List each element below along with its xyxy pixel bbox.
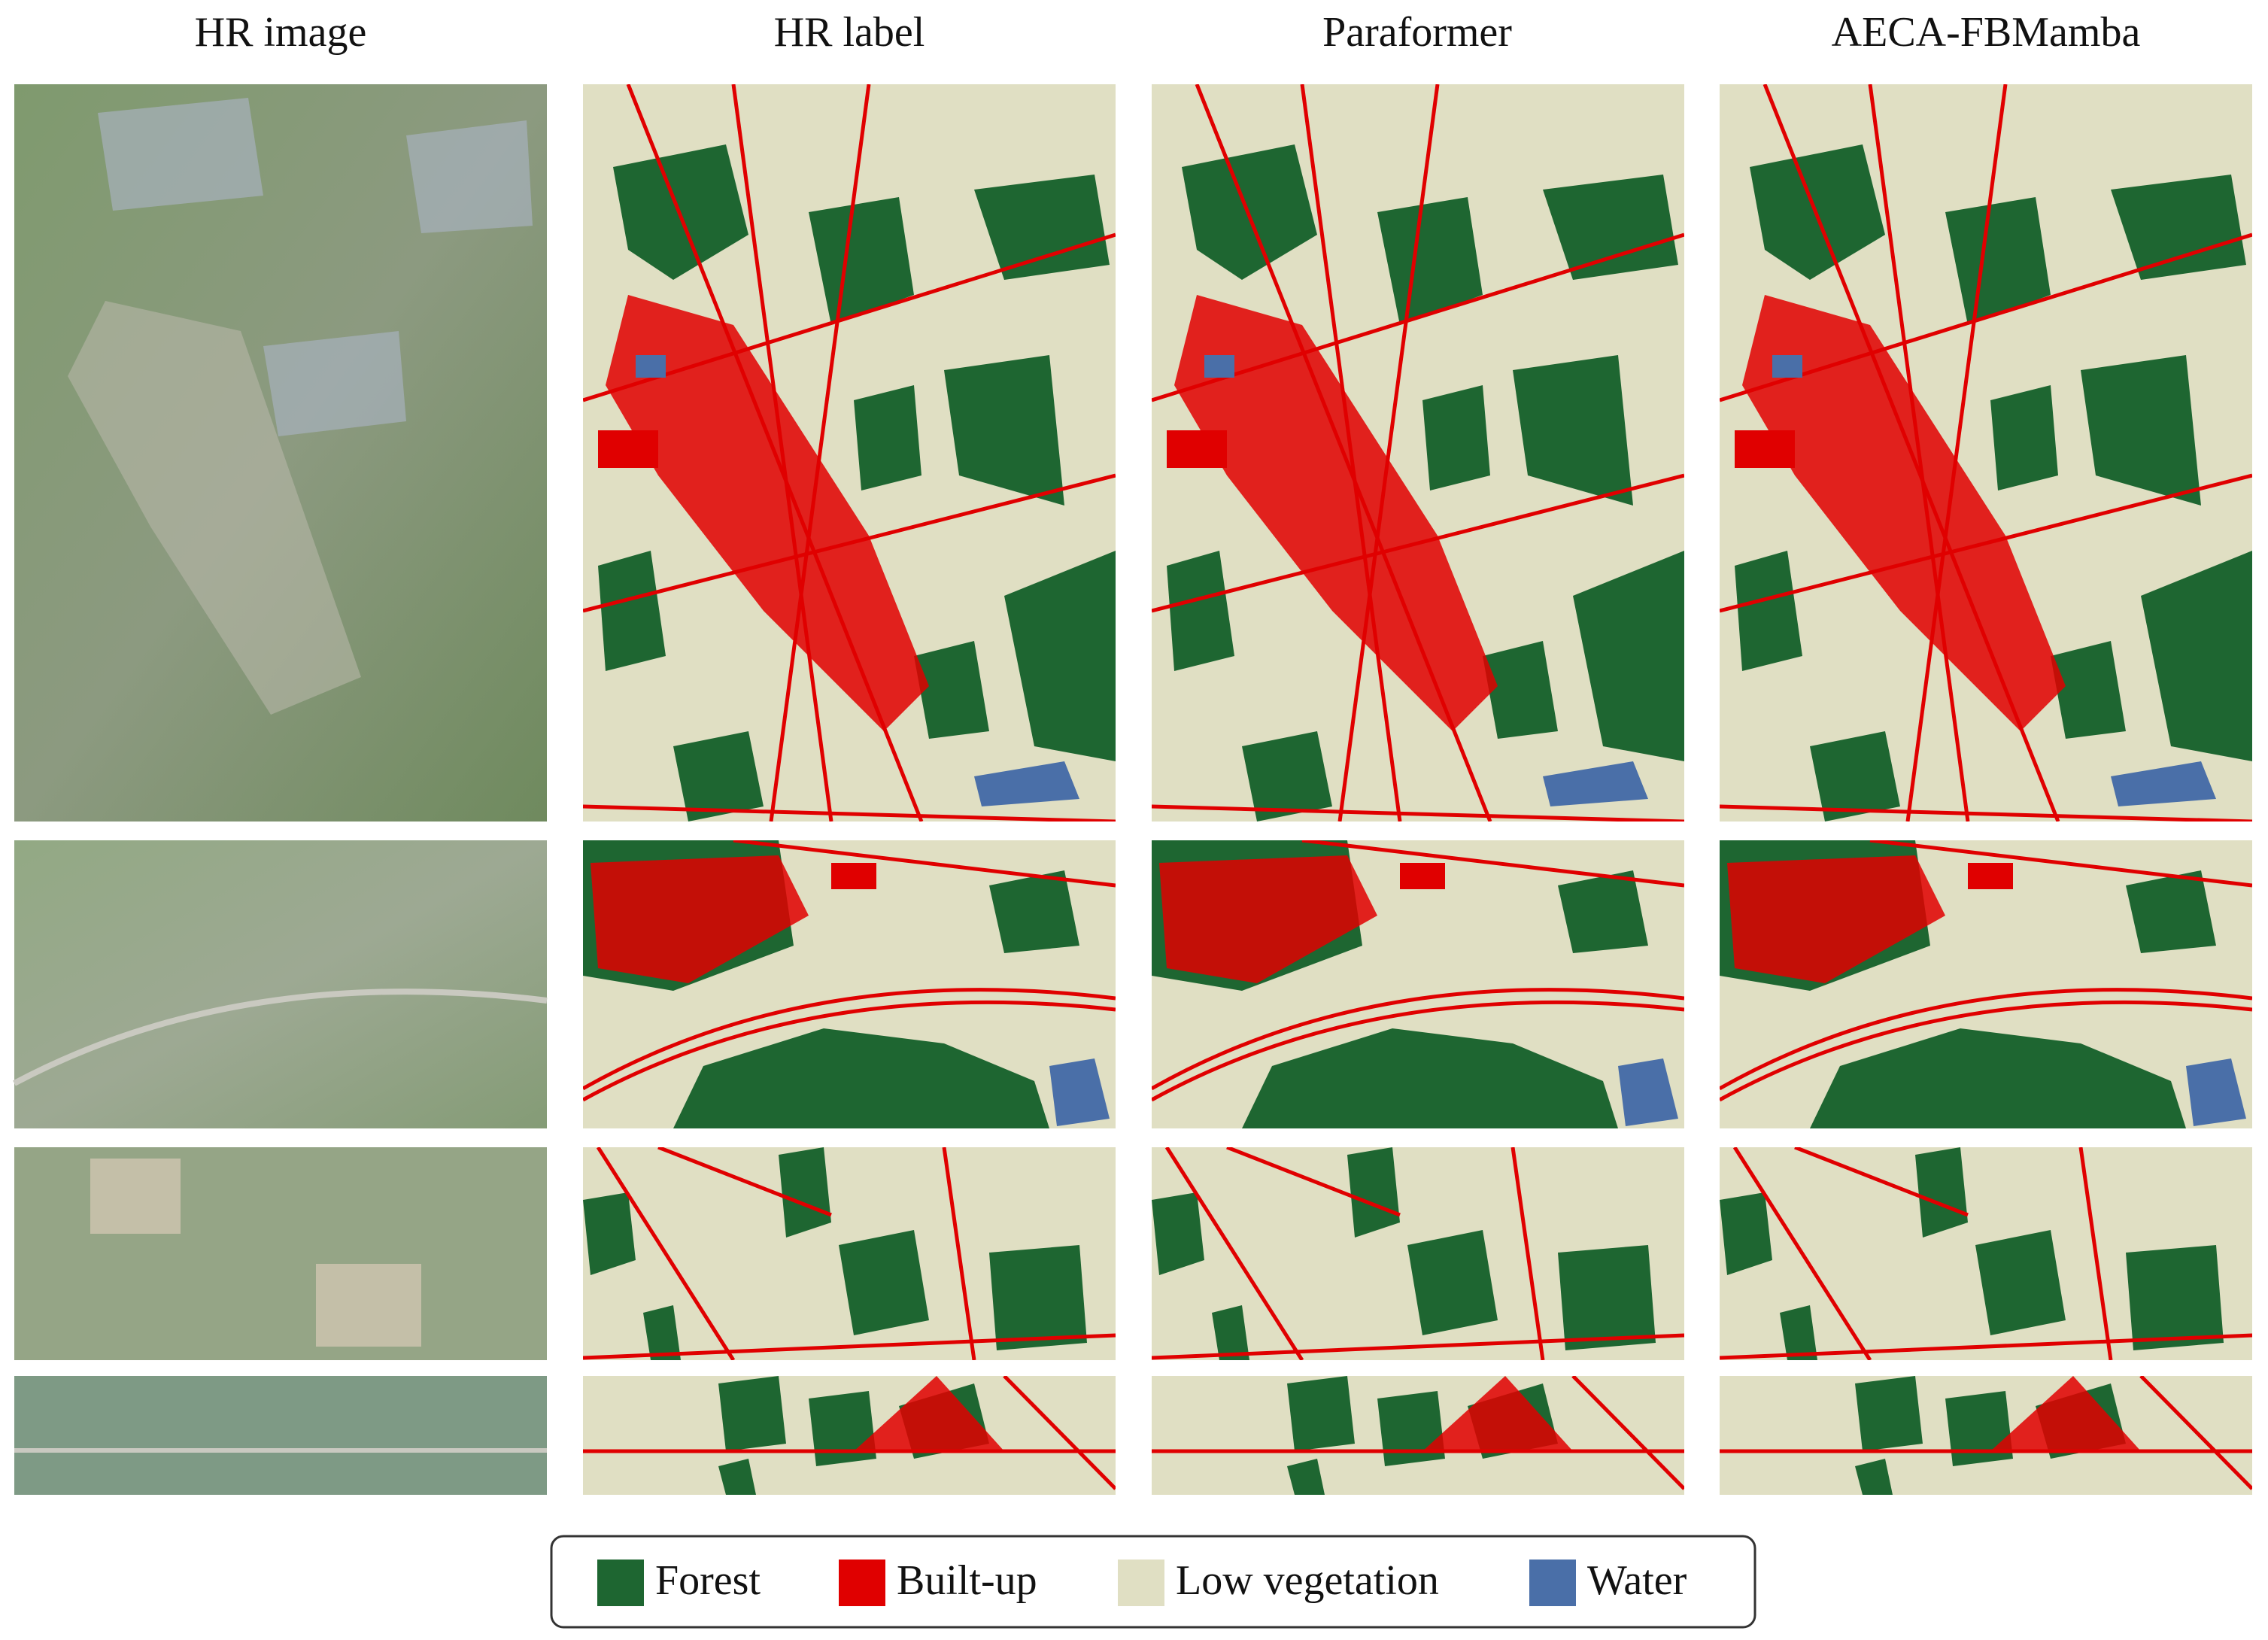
label-map [1720, 1376, 2252, 1495]
hr-image-field [98, 98, 533, 436]
column-header: HR image [195, 9, 367, 56]
legend-swatch [1118, 1560, 1164, 1606]
segmentation-maps [583, 84, 2252, 1495]
hr-image [14, 1376, 547, 1495]
label-map [1720, 84, 2252, 822]
label-map [1152, 1147, 1684, 1360]
label-map [583, 1147, 1116, 1360]
column-headers: HR image HR label Paraformer AECA-FBMamb… [195, 9, 2141, 56]
hr-image [14, 840, 547, 1128]
label-map [583, 84, 1116, 822]
hr-image-field [90, 1159, 421, 1347]
label-map [583, 1376, 1116, 1495]
column-header: HR label [774, 9, 925, 56]
label-map [1152, 840, 1684, 1128]
legend-swatch [597, 1560, 644, 1606]
column-header: AECA-FBMamba [1832, 9, 2141, 56]
hr-images [13, 84, 548, 1495]
hr-image-road [13, 989, 548, 1086]
label-map [1152, 84, 1684, 822]
legend-label: Built-up [897, 1557, 1037, 1604]
label-map [1720, 1147, 2252, 1360]
legend-label: Forest [655, 1557, 761, 1604]
legend-label: Water [1587, 1557, 1687, 1604]
legend: Forest Built-up Low vegetation Water [550, 1535, 1756, 1629]
label-map [583, 840, 1116, 1128]
legend-label: Low vegetation [1176, 1557, 1439, 1604]
label-map [1152, 1376, 1684, 1495]
hr-image-road [14, 1448, 547, 1453]
column-header: Paraformer [1322, 9, 1512, 56]
hr-image-town [68, 301, 361, 715]
legend-swatch [1529, 1560, 1576, 1606]
label-map [1720, 840, 2252, 1128]
legend-swatch [839, 1560, 885, 1606]
